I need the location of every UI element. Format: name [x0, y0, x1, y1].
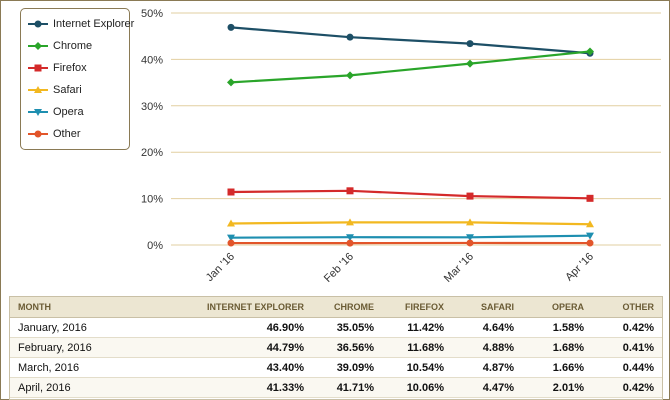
line-chart: 0% 10% 20% 30% 40% 50% Jan '16 Feb '16 Mar '16 Ap… [141, 8, 661, 285]
data-point-safari [466, 218, 474, 226]
x-tick-label: Apr '16 [563, 251, 596, 284]
table-cell: 11.42% [382, 317, 452, 338]
legend-marker-opera [28, 109, 48, 116]
table-cell-month: February, 2016 [10, 337, 176, 358]
data-point-opera [227, 234, 235, 242]
legend-marker-other [28, 130, 48, 138]
column-header-chrome: CHROME [312, 297, 382, 318]
data-point-firefox [346, 187, 354, 195]
legend-label: Chrome [53, 40, 93, 52]
table-cell-month: March, 2016 [10, 357, 176, 378]
series-line-firefox [230, 189, 591, 200]
table-cell: 41.71% [312, 377, 382, 398]
table-cell: 4.87% [452, 357, 522, 378]
y-tick-label: 20% [141, 147, 163, 159]
table-cell: 0.42% [592, 317, 662, 338]
data-point-opera [466, 234, 474, 242]
column-header-other: OTHER [592, 297, 662, 318]
data-point-internet-explorer [227, 23, 235, 31]
data-point-chrome [466, 59, 474, 68]
column-header-opera: OPERA [522, 297, 592, 318]
data-point-safari [227, 219, 235, 227]
table-cell: 0.41% [592, 337, 662, 358]
legend-label: Internet Explorer [53, 18, 135, 30]
table-cell-month: April, 2016 [10, 377, 176, 398]
data-table-container: MONTH INTERNET EXPLORER CHROME FIREFOX S… [9, 296, 663, 400]
data-point-opera [586, 232, 594, 240]
x-tick-label: Jan '16 [204, 251, 237, 284]
data-point-chrome [227, 78, 235, 87]
y-tick-label: 10% [141, 194, 163, 206]
table-cell: 41.33% [176, 377, 312, 398]
series-line-opera [230, 234, 591, 239]
data-point-internet-explorer [466, 40, 474, 48]
column-header-firefox: FIREFOX [382, 297, 452, 318]
data-point-other [346, 239, 354, 247]
table-cell: 44.79% [176, 337, 312, 358]
data-point-chrome [586, 47, 594, 56]
legend-label: Safari [53, 84, 82, 96]
x-tick-label: Feb '16 [322, 251, 356, 285]
column-header-month: MONTH [10, 297, 176, 318]
data-point-firefox [466, 192, 474, 200]
legend-label: Opera [53, 106, 84, 118]
legend-marker-safari [28, 86, 48, 93]
table-cell: 0.44% [592, 357, 662, 378]
column-header-safari: SAFARI [452, 297, 522, 318]
table-cell: 1.58% [522, 317, 592, 338]
table-cell: 4.64% [452, 317, 522, 338]
legend-marker-internet-explorer [28, 20, 48, 28]
table-cell: 2.01% [522, 377, 592, 398]
table-header-row: MONTH INTERNET EXPLORER CHROME FIREFOX S… [10, 297, 662, 318]
table-cell: 39.09% [312, 357, 382, 378]
data-point-firefox [586, 194, 594, 202]
series-line-safari [230, 221, 591, 226]
table-cell: 4.47% [452, 377, 522, 398]
table-cell: 43.40% [176, 357, 312, 378]
chart-legend: Internet Explorer Chrome Firefox Safari [20, 8, 134, 150]
table-cell: 1.66% [522, 357, 592, 378]
table-cell: 36.56% [312, 337, 382, 358]
table-cell: 11.68% [382, 337, 452, 358]
table-cell: 46.90% [176, 317, 312, 338]
data-point-other [466, 239, 474, 247]
table-cell: 10.06% [382, 377, 452, 398]
data-point-opera [346, 234, 354, 242]
table-row: April, 2016 41.33% 41.71% 10.06% 4.47% 2… [10, 377, 662, 398]
table-row: January, 2016 46.90% 35.05% 11.42% 4.64%… [10, 317, 662, 338]
data-point-safari [586, 220, 594, 228]
data-point-other [586, 239, 594, 247]
data-point-other [227, 239, 235, 247]
table-cell-month: January, 2016 [10, 317, 176, 338]
table-cell: 0.42% [592, 377, 662, 398]
data-point-safari [346, 218, 354, 226]
y-tick-label: 0% [147, 240, 163, 252]
series-line-chrome [230, 50, 591, 84]
y-tick-label: 40% [141, 54, 163, 66]
legend-label: Other [53, 128, 81, 140]
x-tick-label: Mar '16 [442, 251, 476, 285]
y-tick-label: 30% [141, 101, 163, 113]
table-cell: 35.05% [312, 317, 382, 338]
series-line-internet-explorer [230, 26, 591, 55]
legend-marker-firefox [28, 64, 48, 72]
table-row: March, 2016 43.40% 39.09% 10.54% 4.87% 1… [10, 357, 662, 378]
legend-label: Firefox [53, 62, 87, 74]
data-point-chrome [346, 71, 354, 80]
column-header-internet-explorer: INTERNET EXPLORER [176, 297, 312, 318]
table-row: February, 2016 44.79% 36.56% 11.68% 4.88… [10, 337, 662, 358]
y-tick-label: 50% [141, 8, 163, 20]
table-cell: 1.68% [522, 337, 592, 358]
data-point-internet-explorer [346, 33, 354, 41]
table-cell: 4.88% [452, 337, 522, 358]
data-table: MONTH INTERNET EXPLORER CHROME FIREFOX S… [10, 297, 662, 398]
legend-marker-chrome [28, 42, 48, 50]
table-cell: 10.54% [382, 357, 452, 378]
data-point-firefox [227, 188, 235, 196]
